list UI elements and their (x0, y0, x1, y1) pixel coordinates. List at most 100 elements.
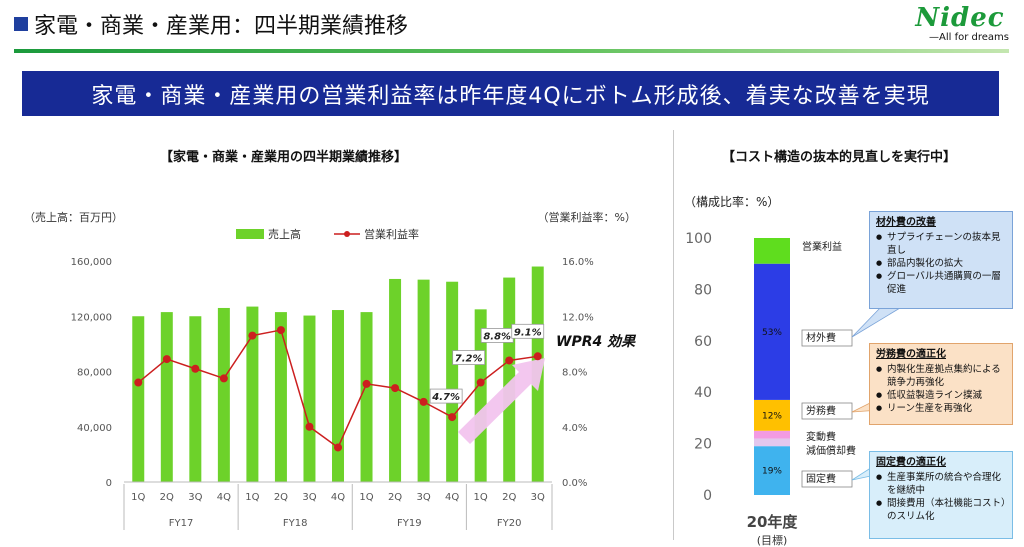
data-label-box (511, 323, 545, 339)
margin-point (533, 352, 542, 361)
callout-title: 材外費の改善 (876, 217, 936, 228)
cost-segment-value: 12% (762, 411, 782, 421)
category-label: 1Q (245, 492, 259, 503)
margin-point (134, 378, 143, 387)
cost-category-label: 減価償却費 (806, 444, 856, 457)
cost-category-label: 営業利益 (802, 240, 842, 253)
data-label: 4.7% (431, 392, 460, 403)
cost-segment (754, 238, 790, 264)
data-label: 8.8% (483, 331, 511, 342)
sales-bar (360, 312, 373, 482)
margin-point (219, 374, 228, 383)
fiscal-year-label: FY17 (169, 518, 194, 529)
sales-bar (160, 312, 173, 482)
category-label: 2Q (160, 492, 174, 503)
cost-segment (754, 430, 790, 439)
cost-segment (754, 399, 790, 431)
title-square-icon (14, 17, 28, 31)
cost-segment-value: 19% (762, 467, 782, 477)
data-label: 7.2% (455, 354, 483, 365)
cost-label-box (801, 329, 853, 347)
cost-category-label: 固定費 (806, 472, 836, 485)
margin-point (419, 397, 428, 406)
sales-bar (417, 279, 430, 482)
left-tick-label: 120,000 (71, 312, 112, 323)
margin-point (248, 331, 257, 340)
sales-bar (217, 307, 230, 482)
category-label: 1Q (474, 492, 488, 503)
callout-item: サプライチェーンの抜本見直し (876, 231, 1006, 257)
left-tick-label: 0 (106, 478, 112, 489)
cost-axis-unit: （構成比率：%） (684, 194, 779, 209)
sales-bar (303, 315, 316, 482)
category-label: 4Q (331, 492, 345, 503)
cost-year-sublabel: (目標) (757, 533, 788, 547)
cost-category-label: 材外費 (806, 331, 836, 344)
category-label: 4Q (445, 492, 459, 503)
margin-point (276, 326, 285, 335)
margin-point (162, 355, 171, 364)
callout-labor-cost: 労務費の適正化 内製化生産拠点集約による競争力再強化 低収益製造ライン撲滅 リー… (869, 343, 1013, 425)
page-title-text: 家電・商業・産業用：四半期業績推移 (34, 14, 409, 39)
legend-bar-label: 売上高 (268, 227, 301, 241)
cost-tick-label: 20 (694, 437, 712, 453)
margin-point (362, 379, 371, 388)
cost-label-box (801, 470, 853, 488)
left-panel-heading: 【家電・商業・産業用の四半期業績推移】 (160, 150, 408, 165)
wpr4-annotation: WPR4 効果 (556, 333, 637, 350)
category-label: 2Q (388, 492, 402, 503)
callout-item: 低収益製造ライン撲滅 (876, 389, 1006, 402)
callout-item: グローバル共通購買の一層促進 (876, 270, 1006, 296)
right-tick-label: 16.0% (562, 257, 594, 268)
callout-item: リーン生産を再強化 (876, 402, 1006, 415)
left-tick-label: 80,000 (77, 368, 112, 379)
sales-bar (503, 277, 516, 482)
cost-label-box (801, 402, 853, 420)
margin-point (476, 378, 485, 387)
left-axis-unit: （売上高：百万円） (24, 210, 123, 224)
sales-bar (446, 281, 459, 482)
callout-item: 間接費用（本社機能コスト）のスリム化 (876, 497, 1006, 523)
category-label: 2Q (274, 492, 288, 503)
company-logo: Nidec —All for dreams (905, 4, 1015, 43)
page-title: 家電・商業・産業用：四半期業績推移 (14, 8, 408, 40)
right-tick-label: 0.0% (562, 478, 587, 489)
header-rule (14, 49, 1009, 53)
cost-segment (754, 263, 790, 400)
sales-bar (189, 316, 202, 482)
fiscal-year-label: FY19 (397, 518, 422, 529)
left-tick-label: 160,000 (71, 257, 112, 268)
margin-point (334, 443, 342, 452)
cost-tick-label: 0 (703, 488, 712, 504)
callout-material-cost: 材外費の改善 サプライチェーンの抜本見直し 部品内製化の拡大 グローバル共通購買… (869, 211, 1013, 309)
category-label: 3Q (302, 492, 316, 503)
callout-item: 内製化生産拠点集約による競争力再強化 (876, 363, 1006, 389)
left-tick-label: 40,000 (77, 423, 112, 434)
cost-segment-value: 53% (762, 328, 782, 338)
category-label: 2Q (502, 492, 516, 503)
improvement-arrow (458, 358, 545, 444)
margin-point (391, 384, 400, 393)
cost-year-label: 20年度 (747, 513, 799, 531)
fiscal-year-label: FY20 (497, 518, 522, 529)
category-label: 1Q (359, 492, 373, 503)
sales-bar (274, 312, 287, 482)
sales-bar (132, 316, 145, 482)
callout-item: 部品内製化の拡大 (876, 257, 1006, 270)
margin-point (505, 356, 514, 365)
data-label-box (429, 388, 463, 404)
cost-tick-label: 100 (685, 231, 712, 247)
cost-tick-label: 40 (694, 385, 712, 401)
callout-fixed-cost: 固定費の適正化 生産事業所の統合や合理化を継続中 間接費用（本社機能コスト）のス… (869, 451, 1013, 539)
cost-segment (754, 446, 790, 495)
right-tick-label: 12.0% (562, 312, 594, 323)
legend-bar-swatch (236, 229, 264, 239)
right-axis-unit: （営業利益率：%） (538, 210, 636, 224)
legend-line-marker (344, 231, 350, 237)
sales-bar (474, 309, 487, 482)
right-tick-label: 8.0% (562, 368, 587, 379)
logo-mark: Nidec (915, 3, 1005, 33)
category-label: 3Q (531, 492, 545, 503)
fiscal-year-label: FY18 (283, 518, 308, 529)
